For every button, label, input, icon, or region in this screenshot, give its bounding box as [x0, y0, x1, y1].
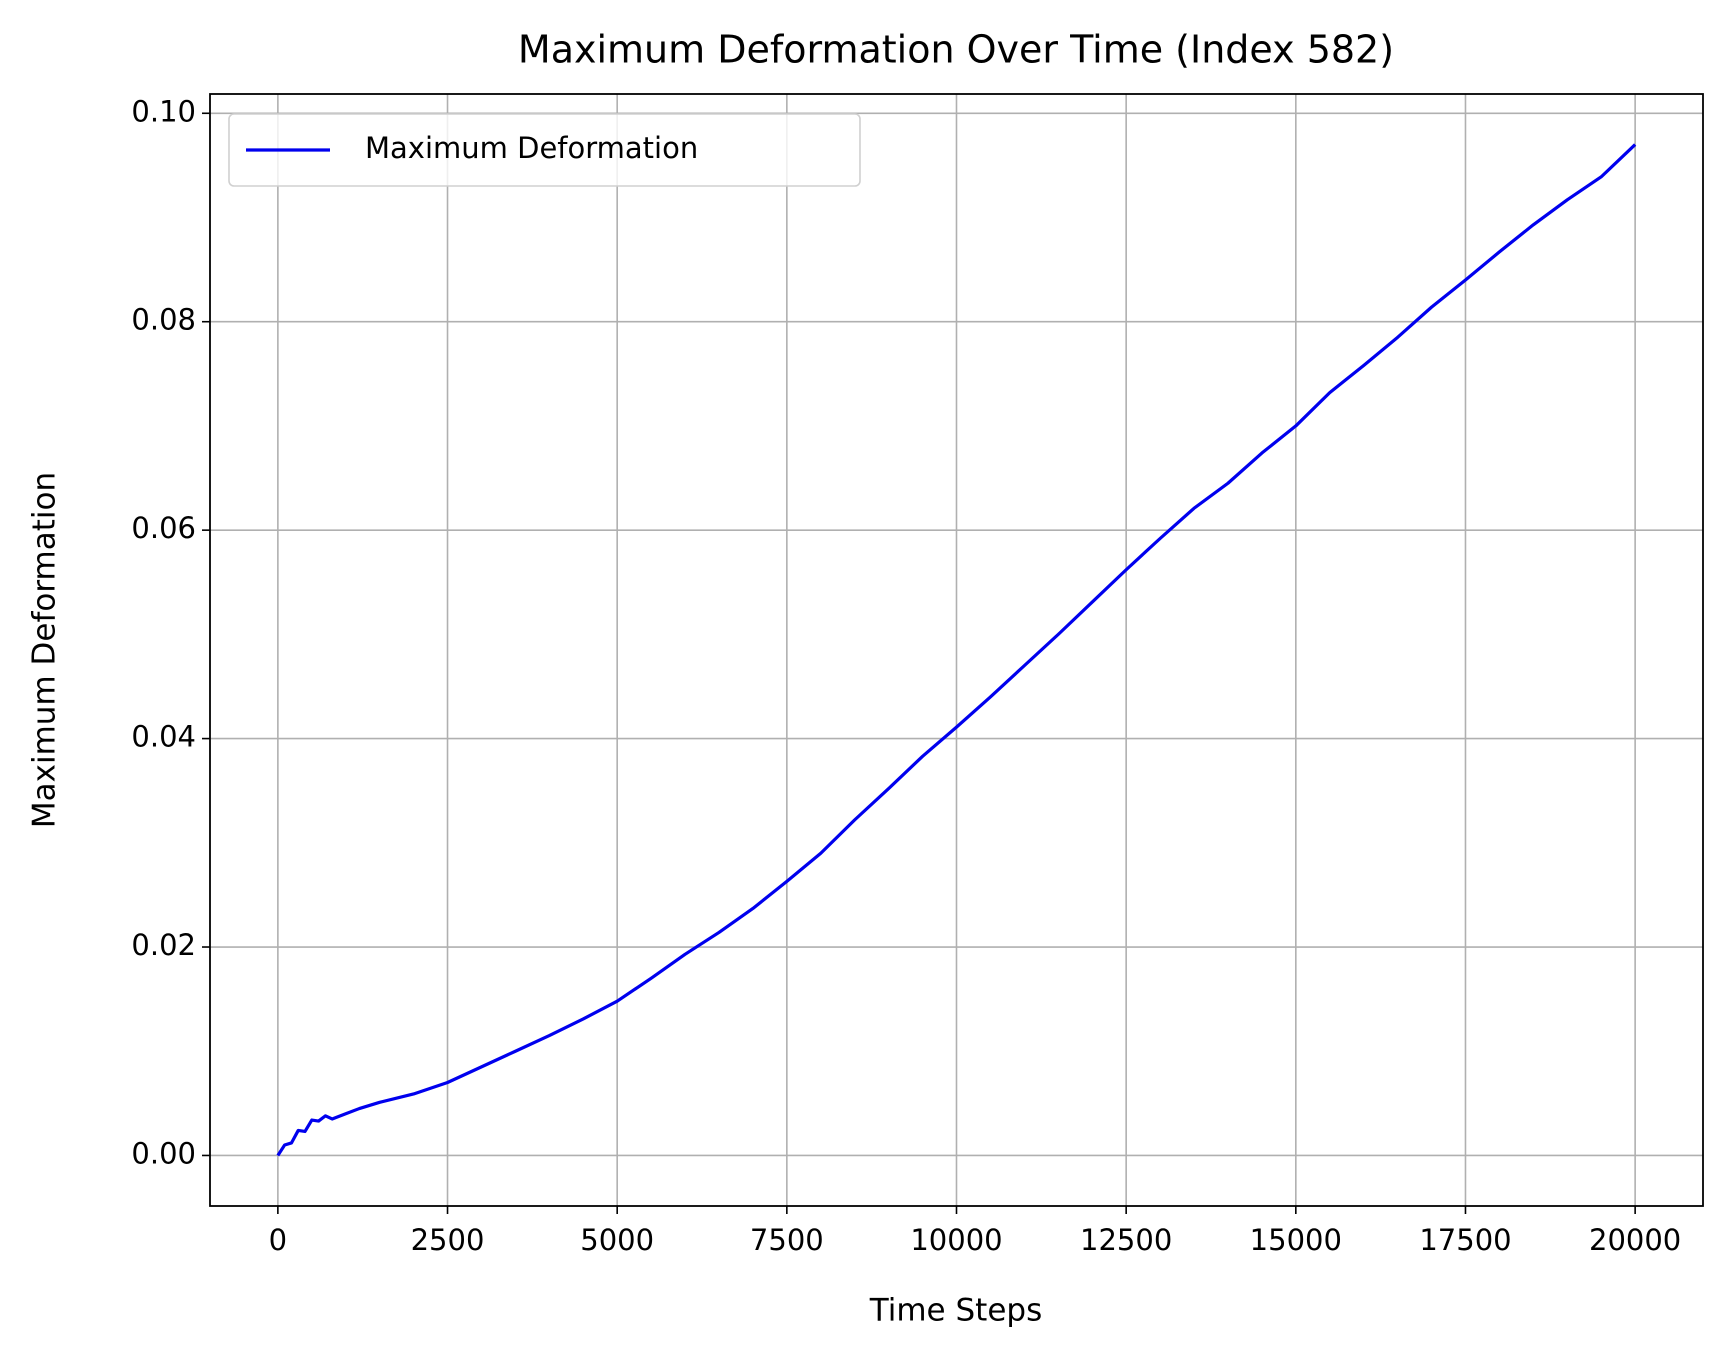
x-tick-label: 20000	[1589, 1223, 1681, 1257]
x-tick-label: 0	[269, 1223, 287, 1257]
x-tick-label: 12500	[1080, 1223, 1172, 1257]
chart-title: Maximum Deformation Over Time (Index 582…	[518, 28, 1394, 72]
x-tick-label: 2500	[411, 1223, 485, 1257]
y-tick-label: 0.08	[131, 303, 196, 337]
x-tick-label: 17500	[1419, 1223, 1511, 1257]
y-tick-label: 0.06	[131, 511, 196, 545]
x-tick-label: 7500	[750, 1223, 824, 1257]
x-axis-label: Time Steps	[869, 1293, 1042, 1329]
legend-frame	[228, 113, 861, 187]
y-axis-label: Maximum Deformation	[27, 472, 63, 828]
y-tick-label: 0.02	[131, 928, 196, 962]
x-tick-label: 15000	[1250, 1223, 1342, 1257]
legend-label: Maximum Deformation	[365, 131, 698, 165]
y-tick-label: 0.04	[131, 720, 196, 754]
y-tick-label: 0.10	[131, 94, 196, 128]
data-line	[276, 143, 1637, 1157]
plot-frame	[209, 93, 1704, 1207]
legend: Maximum Deformation	[228, 113, 861, 187]
x-tick-label: 5000	[580, 1223, 654, 1257]
x-tick-label: 10000	[910, 1223, 1002, 1257]
y-tick-label: 0.00	[131, 1136, 196, 1170]
